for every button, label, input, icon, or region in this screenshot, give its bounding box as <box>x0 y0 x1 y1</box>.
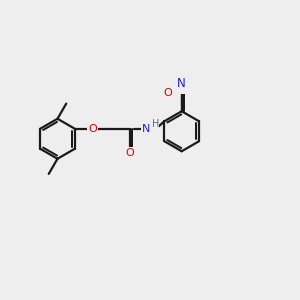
Text: O: O <box>88 124 97 134</box>
Text: O: O <box>125 148 134 158</box>
Text: H: H <box>152 119 159 129</box>
Text: N: N <box>142 124 150 134</box>
Text: N: N <box>177 77 186 90</box>
Text: O: O <box>164 88 172 98</box>
Text: N: N <box>177 80 186 93</box>
